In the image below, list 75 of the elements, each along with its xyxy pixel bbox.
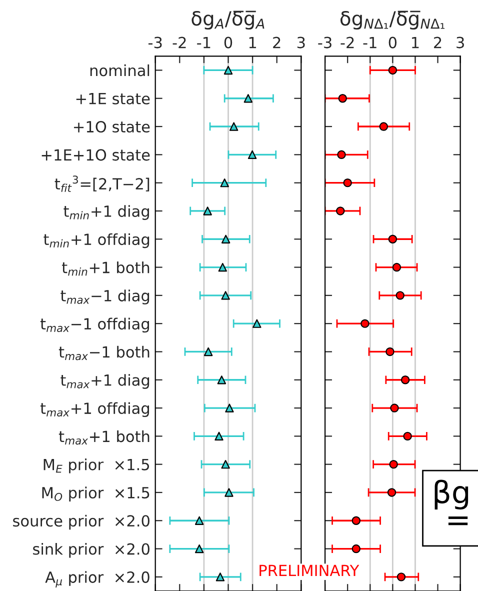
point xyxy=(224,488,234,497)
point xyxy=(221,234,230,244)
x-tick-label: 1 xyxy=(412,36,419,48)
annotation: βg = xyxy=(434,480,468,526)
point xyxy=(220,178,229,188)
y-tick-label: A$_{μ}$ prior ×2.0 xyxy=(45,571,150,588)
y-tick-label: nominal xyxy=(90,64,150,76)
y-tick-label: t$_{fit}$$^{3}$=[2,T−2] xyxy=(54,176,150,192)
annotation: PRELIMINARY xyxy=(260,564,360,576)
chart-title: δg$_{A}$/δ̅g̅$_{A}$ xyxy=(192,10,264,30)
point xyxy=(229,122,238,131)
point xyxy=(252,319,262,328)
x-tick-label: 3 xyxy=(297,36,305,48)
point xyxy=(194,516,204,525)
point xyxy=(194,544,204,554)
point xyxy=(343,178,352,188)
y-tick-label: M$_{O}$ prior ×1.5 xyxy=(42,486,150,502)
y-tick-label: t$_{max}$+1 both xyxy=(58,430,150,445)
x-tick-label: 0 xyxy=(224,36,232,48)
point xyxy=(390,404,399,412)
x-tick-label: 2 xyxy=(273,36,280,48)
y-tick-label: t$_{min}$+1 offdiag xyxy=(44,233,150,248)
y-tick-label: t$_{max}$+1 diag xyxy=(60,374,150,389)
point xyxy=(224,66,233,75)
point xyxy=(336,206,345,216)
point xyxy=(221,291,230,300)
x-tick-label: -1 xyxy=(197,36,210,48)
point xyxy=(214,432,224,441)
y-tick-label: sink prior ×2.0 xyxy=(33,542,150,558)
point xyxy=(389,460,398,469)
point xyxy=(352,544,361,554)
point xyxy=(396,572,406,582)
x-tick-label: -2 xyxy=(172,36,186,48)
x-tick-label: 1 xyxy=(249,36,256,48)
point xyxy=(217,376,226,384)
point xyxy=(338,94,347,103)
point xyxy=(216,572,225,582)
point xyxy=(388,234,398,244)
y-tick-label: source prior ×2.0 xyxy=(13,514,150,530)
y-tick-label: t$_{min}$+1 both xyxy=(62,261,150,276)
point xyxy=(379,122,388,131)
point xyxy=(225,404,234,412)
point xyxy=(392,262,402,272)
y-tick-label: t$_{max}$−1 both xyxy=(58,346,150,360)
point xyxy=(352,516,361,525)
point xyxy=(388,66,398,75)
point xyxy=(400,376,410,384)
point xyxy=(386,347,394,356)
point xyxy=(218,262,228,272)
point xyxy=(403,432,412,441)
point xyxy=(337,150,346,160)
y-tick-label: t$_{min}$+1 diag xyxy=(64,205,149,220)
point xyxy=(387,488,396,497)
point xyxy=(221,460,230,469)
point xyxy=(360,319,370,328)
point xyxy=(248,150,257,160)
point xyxy=(203,206,212,216)
x-tick-label: -1 xyxy=(363,36,376,48)
x-tick-label: 3 xyxy=(456,36,464,48)
point xyxy=(244,94,253,103)
y-tick-label: t$_{max}$+1 offdiag xyxy=(40,402,149,418)
chart-title: δg$_{NΔ₁}$/δ̅g̅$_{NΔ₁}$ xyxy=(340,10,444,30)
y-tick-label: M$_{E}$ prior ×1.5 xyxy=(44,458,150,474)
x-tick-label: -3 xyxy=(318,36,332,48)
x-tick-label: -2 xyxy=(340,36,354,48)
x-tick-label: 0 xyxy=(388,36,397,48)
point xyxy=(204,347,213,356)
x-tick-label: 2 xyxy=(434,36,442,48)
y-tick-label: t$_{max}$−1 offdiag xyxy=(40,318,149,333)
x-tick-label: -3 xyxy=(148,36,162,48)
y-tick-label: +1E state xyxy=(76,93,150,104)
point xyxy=(396,291,404,300)
y-tick-label: +1E+1O state xyxy=(42,149,150,161)
y-tick-label: +1O state xyxy=(74,120,150,133)
y-tick-label: t$_{max}$−1 diag xyxy=(60,290,150,304)
